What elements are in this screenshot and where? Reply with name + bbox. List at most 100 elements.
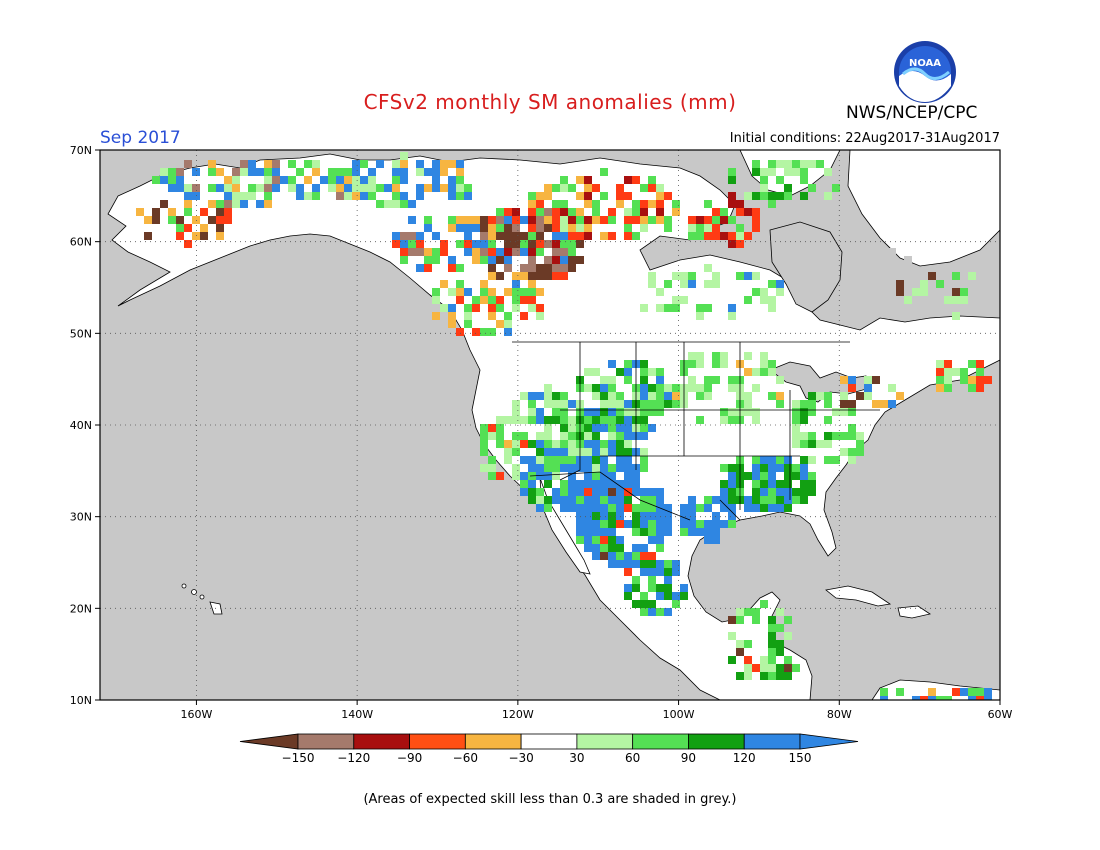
anomaly-cell [584,368,592,376]
anomaly-cell [208,160,216,168]
anomaly-cell [400,192,408,200]
anomaly-cell [376,200,384,208]
anomaly-cell [864,376,872,384]
anomaly-cell [576,456,584,464]
anomaly-cell [792,488,800,496]
anomaly-cell [760,472,768,480]
anomaly-cell [896,280,904,288]
anomaly-cell [704,384,712,392]
anomaly-cell [616,488,624,496]
anomaly-cell [968,688,976,696]
anomaly-cell [664,608,672,616]
anomaly-cell [848,400,856,408]
anomaly-cell [800,408,808,416]
anomaly-cell [616,504,624,512]
anomaly-cell [568,232,576,240]
anomaly-cell [576,192,584,200]
anomaly-cell [680,504,688,512]
anomaly-cell [464,232,472,240]
anomaly-cell [616,392,624,400]
anomaly-cell [528,488,536,496]
anomaly-cell [696,304,704,312]
anomaly-cell [560,480,568,488]
anomaly-cell [768,360,776,368]
anomaly-cell [760,168,768,176]
anomaly-cell [592,464,600,472]
anomaly-cell [208,200,216,208]
anomaly-cell [480,296,488,304]
anomaly-cell [664,584,672,592]
anomaly-cell [424,256,432,264]
anomaly-cell [640,376,648,384]
anomaly-cell [600,456,608,464]
anomaly-cell [584,464,592,472]
anomaly-cell [656,376,664,384]
anomaly-cell [648,280,656,288]
anomaly-cell [704,280,712,288]
anomaly-cell [808,456,816,464]
anomaly-cell [560,216,568,224]
anomaly-cell [648,528,656,536]
anomaly-cell [624,568,632,576]
anomaly-cell [536,416,544,424]
anomaly-cell [768,368,776,376]
anomaly-cell [600,552,608,560]
anomaly-cell [880,400,888,408]
anomaly-cell [608,384,616,392]
anomaly-cell [584,536,592,544]
anomaly-cell [544,472,552,480]
anomaly-cell [648,216,656,224]
anomaly-cell [776,192,784,200]
anomaly-cell [744,640,752,648]
anomaly-cell [592,432,600,440]
anomaly-cell [576,224,584,232]
anomaly-cell [536,248,544,256]
anomaly-cell [760,176,768,184]
anomaly-cell [232,184,240,192]
lon-tick-label: 140W [341,708,373,721]
anomaly-cell [256,168,264,176]
anomaly-cell [504,208,512,216]
anomaly-cell [560,400,568,408]
anomaly-cell [688,352,696,360]
anomaly-cell [848,376,856,384]
anomaly-cell [760,600,768,608]
anomaly-cell [688,272,696,280]
anomaly-cell [504,288,512,296]
anomaly-cell [184,208,192,216]
anomaly-cell [608,464,616,472]
anomaly-cell [616,464,624,472]
anomaly-cell [800,472,808,480]
anomaly-cell [976,368,984,376]
anomaly-cell [488,328,496,336]
anomaly-cell [800,168,808,176]
anomaly-cell [224,176,232,184]
anomaly-cell [528,216,536,224]
anomaly-cell [776,624,784,632]
anomaly-cell [792,472,800,480]
anomaly-cell [496,304,504,312]
anomaly-cell [168,184,176,192]
anomaly-cell [624,424,632,432]
anomaly-cell [736,384,744,392]
anomaly-cell [584,456,592,464]
anomaly-cell [808,488,816,496]
anomaly-cell [512,248,520,256]
anomaly-cell [504,440,512,448]
anomaly-cell [608,232,616,240]
anomaly-cell [528,400,536,408]
anomaly-cell [632,416,640,424]
anomaly-cell [848,456,856,464]
anomaly-cell [336,176,344,184]
anomaly-cell [624,464,632,472]
anomaly-cell [568,256,576,264]
anomaly-cell [512,272,520,280]
anomaly-cell [864,264,872,272]
anomaly-cell [680,592,688,600]
anomaly-cell [504,216,512,224]
anomaly-cell [800,488,808,496]
anomaly-cell [632,432,640,440]
anomaly-cell [744,192,752,200]
anomaly-cell [608,376,616,384]
anomaly-cell [576,536,584,544]
